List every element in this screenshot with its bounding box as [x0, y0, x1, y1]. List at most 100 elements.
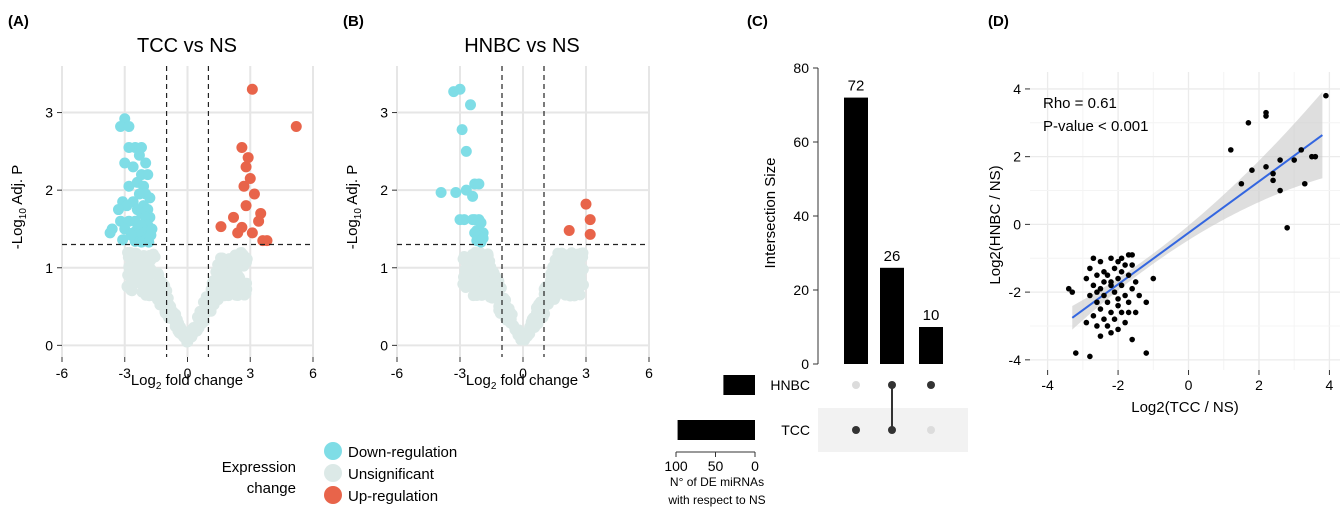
- intersection-bar-label: 26: [884, 248, 901, 265]
- data-point: [1115, 275, 1121, 282]
- data-point: [1263, 113, 1269, 119]
- legend-swatch-down: [324, 442, 342, 460]
- y-tick-label: 1: [45, 260, 53, 276]
- point-unsignificant: [138, 286, 150, 298]
- point-down-regulated: [133, 188, 145, 200]
- data-point: [1108, 279, 1114, 285]
- point-down-regulated: [127, 161, 139, 173]
- data-point: [1069, 289, 1076, 295]
- point-down-regulated: [133, 149, 145, 161]
- point-unsignificant: [239, 289, 251, 301]
- legend-label-unsignificant: Unsignificant: [348, 466, 435, 483]
- upset-y-tick-label: 40: [793, 208, 809, 224]
- data-point: [1101, 316, 1107, 323]
- data-point: [1263, 164, 1269, 170]
- data-point: [1115, 302, 1121, 309]
- point-up-regulated: [232, 227, 244, 239]
- point-unsignificant: [223, 272, 235, 284]
- point-down-regulated: [145, 229, 157, 241]
- point-down-regulated: [123, 121, 135, 133]
- point-unsignificant: [540, 287, 552, 299]
- data-point: [1129, 336, 1135, 343]
- set-label: TCC: [781, 422, 810, 438]
- x-tick-label: -3: [454, 365, 467, 381]
- volcano-hnbc-ylabel: -Log10 Adj. P: [344, 165, 364, 250]
- data-point: [1094, 323, 1100, 329]
- point-down-regulated: [475, 236, 487, 248]
- y-tick-label: 2: [1013, 149, 1021, 165]
- data-point: [1115, 296, 1121, 302]
- point-unsignificant: [218, 290, 230, 302]
- point-unsignificant: [548, 267, 560, 279]
- point-down-regulated: [104, 227, 116, 239]
- point-unsignificant: [126, 263, 138, 275]
- data-point: [1277, 187, 1283, 194]
- data-point: [1094, 299, 1100, 306]
- data-point: [1125, 272, 1132, 278]
- data-point: [1108, 255, 1114, 262]
- point-unsignificant: [225, 257, 237, 269]
- point-unsignificant: [193, 313, 205, 325]
- point-up-regulated: [290, 121, 302, 133]
- data-point: [1323, 92, 1329, 99]
- data-point: [1270, 177, 1276, 184]
- data-point: [1104, 323, 1111, 329]
- point-up-regulated: [253, 215, 265, 227]
- data-point: [1132, 309, 1139, 316]
- data-point: [1298, 147, 1305, 153]
- volcano-tcc-ylabel: -Log10 Adj. P: [9, 165, 29, 250]
- x-tick-label: -6: [391, 365, 404, 381]
- data-point: [1115, 258, 1121, 265]
- point-down-regulated: [473, 178, 485, 190]
- point-up-regulated: [240, 200, 252, 212]
- data-point: [1143, 350, 1150, 356]
- intersection-bar: [880, 267, 904, 364]
- confidence-band: [1072, 91, 1323, 330]
- data-point: [1249, 167, 1255, 174]
- correlation-pvalue-annotation: P-value < 0.001: [1043, 118, 1149, 135]
- y-tick-label: 2: [45, 182, 53, 198]
- panel-b-letter: (B): [343, 13, 364, 30]
- matrix-dot-filled: [927, 381, 935, 389]
- upset-y-tick-label: 0: [801, 356, 809, 372]
- upset-ylabel: Intersection Size: [762, 158, 779, 269]
- data-point: [1101, 279, 1107, 285]
- point-down-regulated: [467, 190, 479, 202]
- point-unsignificant: [494, 307, 506, 319]
- panel-a-title: TCC vs NS: [137, 35, 237, 57]
- point-up-regulated: [238, 180, 250, 192]
- y-tick-label: 0: [1013, 216, 1021, 232]
- point-down-regulated: [456, 124, 468, 136]
- x-tick-label: 2: [1255, 377, 1263, 393]
- point-unsignificant: [186, 324, 198, 336]
- point-up-regulated: [584, 214, 596, 226]
- point-down-regulated: [465, 99, 476, 111]
- intersection-bar: [919, 327, 943, 364]
- correlation-ylabel: Log2(HNBC / NS): [987, 165, 1004, 284]
- data-point: [1245, 119, 1252, 126]
- set-size-xlabel-line1: N° of DE miRNAs: [670, 475, 764, 489]
- y-tick-label: 3: [380, 105, 388, 121]
- point-unsignificant: [561, 289, 573, 301]
- legend-label-down: Down-regulation: [348, 444, 457, 461]
- upset-y-tick-label: 80: [793, 60, 809, 76]
- panel-d-letter: (D): [988, 13, 1009, 30]
- point-unsignificant: [171, 313, 183, 325]
- point-unsignificant: [566, 267, 578, 279]
- legend-title-line1: Expression: [222, 459, 296, 476]
- correlation-rho-annotation: Rho = 0.61: [1043, 95, 1117, 112]
- data-point: [1143, 299, 1150, 306]
- point-down-regulated: [112, 204, 124, 216]
- data-point: [1094, 272, 1100, 278]
- data-point: [1104, 272, 1111, 278]
- legend-label-up: Up-regulation: [348, 488, 438, 505]
- data-point: [1118, 282, 1125, 289]
- point-unsignificant: [121, 281, 133, 293]
- legend-swatch-unsignificant: [324, 464, 342, 482]
- point-unsignificant: [213, 280, 225, 292]
- point-down-regulated: [142, 169, 154, 181]
- point-up-regulated: [580, 198, 592, 210]
- set-size-bar: [723, 375, 755, 395]
- data-point: [1270, 170, 1276, 177]
- upset-y-tick-label: 20: [793, 282, 809, 298]
